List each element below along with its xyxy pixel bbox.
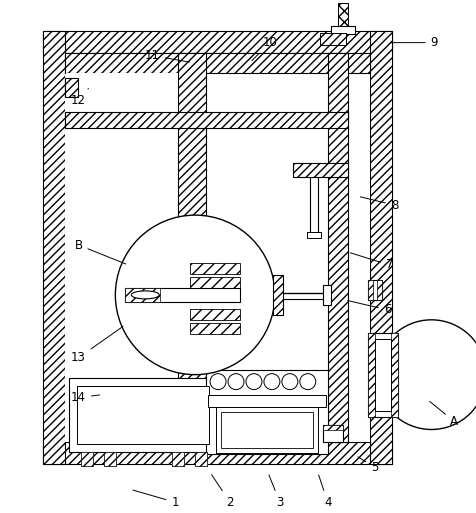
Bar — [172, 452, 184, 466]
Text: 7: 7 — [349, 253, 393, 271]
Text: 14: 14 — [71, 391, 99, 404]
Bar — [369, 31, 391, 464]
Circle shape — [209, 373, 226, 389]
Circle shape — [281, 373, 297, 389]
Bar — [367, 333, 397, 417]
Circle shape — [376, 320, 476, 429]
Bar — [322, 285, 330, 305]
Bar — [330, 26, 354, 34]
Bar — [64, 53, 369, 442]
Bar — [367, 280, 381, 300]
Bar — [190, 323, 239, 334]
Bar — [206, 370, 327, 455]
Circle shape — [263, 373, 279, 389]
Bar — [376, 280, 381, 300]
Bar — [77, 386, 208, 444]
Text: 9: 9 — [389, 36, 437, 49]
Bar — [125, 288, 239, 302]
Text: A: A — [429, 401, 457, 428]
Text: 3: 3 — [268, 475, 283, 509]
Text: 8: 8 — [359, 197, 397, 212]
Circle shape — [115, 215, 274, 374]
Bar — [42, 31, 64, 464]
Bar — [190, 263, 239, 274]
Bar — [272, 275, 282, 315]
Bar — [322, 425, 342, 442]
Bar — [195, 452, 207, 466]
Text: B: B — [74, 239, 126, 264]
Bar — [69, 378, 217, 452]
Circle shape — [246, 373, 261, 389]
Bar — [190, 309, 239, 320]
Text: 12: 12 — [71, 88, 88, 107]
Bar — [195, 452, 207, 466]
Bar — [367, 333, 374, 417]
Bar — [172, 452, 184, 466]
Bar — [327, 53, 347, 442]
Bar — [319, 33, 345, 45]
Bar — [64, 112, 347, 128]
Text: 4: 4 — [318, 475, 331, 509]
Bar — [367, 280, 372, 300]
Bar — [208, 394, 325, 407]
Bar — [64, 77, 79, 97]
Bar — [81, 452, 93, 466]
Bar — [292, 163, 347, 177]
Bar — [216, 407, 317, 453]
Text: 11: 11 — [144, 49, 189, 62]
Bar — [374, 339, 390, 410]
Bar — [104, 452, 116, 466]
Bar — [220, 411, 312, 448]
Bar — [178, 53, 206, 442]
Text: 2: 2 — [211, 475, 233, 509]
Bar — [125, 288, 160, 302]
Bar — [42, 442, 391, 464]
Text: 13: 13 — [71, 326, 123, 364]
Bar — [42, 31, 391, 53]
Bar — [65, 72, 178, 112]
Text: 10: 10 — [251, 36, 277, 61]
Bar — [104, 452, 116, 466]
Bar — [306, 232, 320, 238]
Bar — [81, 452, 93, 466]
Bar — [64, 53, 369, 72]
Text: 1: 1 — [133, 490, 178, 509]
Text: 5: 5 — [357, 457, 377, 474]
Bar — [190, 277, 239, 288]
Circle shape — [228, 373, 243, 389]
Bar — [390, 333, 397, 417]
Ellipse shape — [131, 291, 159, 299]
Bar — [322, 425, 342, 430]
Circle shape — [299, 373, 315, 389]
Text: 6: 6 — [347, 301, 390, 317]
Bar — [337, 3, 347, 31]
